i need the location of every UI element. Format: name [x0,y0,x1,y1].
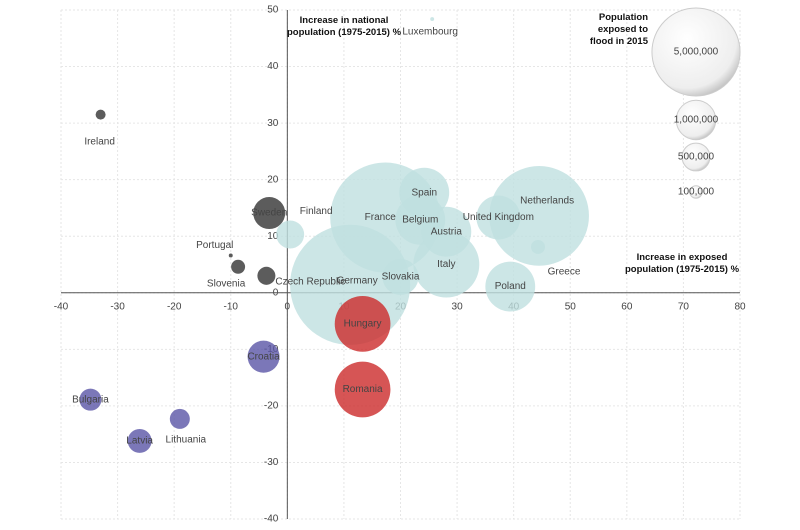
bubble [485,261,536,312]
bubble-label: Latvia [126,436,153,447]
y-tick-label: 30 [267,118,279,129]
legend-label: 500,000 [678,152,715,163]
bubble [127,428,152,453]
bubble [247,340,280,373]
bubble-label: Croatia [247,351,280,362]
y-tick-label: 20 [267,174,279,185]
bubble [334,296,391,352]
bubble [228,253,233,258]
bubble-label: France [365,212,397,223]
bubble-label: Czech Republic [275,276,345,287]
bubble [257,266,276,285]
bubble-label: Lithuania [166,435,207,446]
bubble-label: Luxembourg [402,27,458,38]
y-tick-label: -40 [264,514,279,525]
bubble [399,167,450,218]
legend-bubble [675,99,717,141]
bubble-label: Italy [437,259,455,270]
bubble-label: Bulgaria [72,394,109,405]
legend-label: 100,000 [678,187,715,198]
bubble-label: Poland [495,281,526,292]
bubble [169,408,190,429]
bubble-label: Netherlands [520,196,574,207]
y-tick-label: 50 [267,5,279,16]
bubble-label: Spain [411,187,437,198]
bubble-label: Hungary [344,319,382,330]
x-tick-label: 30 [452,301,464,312]
x-tick-label: -40 [54,301,69,312]
bubble [382,258,419,295]
bubble [421,206,472,257]
bubble [231,259,246,274]
bubble [276,220,305,249]
bubble-label: Slovakia [382,272,420,283]
x-tick-label: 50 [565,301,577,312]
bubble-label: Belgium [402,214,438,225]
bubble [79,388,102,411]
legend-title: Population exposed to flood in 2015 [589,12,648,47]
bubble-label: Portugal [196,240,233,251]
y-tick-label: 40 [267,61,279,72]
legend-bubble [681,142,711,172]
bubble [430,17,435,22]
bubble-label: Ireland [84,136,115,147]
bubble-label: Romania [343,384,383,395]
x-tick-label: -30 [110,301,125,312]
y-tick-label: 10 [267,231,279,242]
bubble-label: Greece [548,267,581,278]
x-tick-label: -20 [167,301,182,312]
legend-bubble [651,7,741,97]
bubble-label: Germany [337,276,378,287]
bubble-label: Slovenia [207,278,246,289]
x-tick-label: -10 [224,301,239,312]
y-axis-label: Increase in national population (1975-20… [286,15,402,38]
bubble [334,361,391,418]
bubble [95,109,106,120]
bubble [476,195,521,240]
x-axis-label: Increase in exposed population (1975-201… [624,252,740,275]
bubble-label: United Kingdom [463,212,534,223]
x-tick-label: 70 [678,301,690,312]
bubble-label: Sweden [251,208,287,219]
legend-label: 5,000,000 [674,47,719,58]
bubble-label: Austria [431,226,463,237]
x-tick-label: 80 [734,301,746,312]
legend-bubble [689,185,703,199]
bubble [489,166,589,266]
bubble-label: Finland [300,206,333,217]
y-tick-label: -30 [264,457,279,468]
x-tick-label: 60 [621,301,633,312]
y-tick-label: -20 [264,401,279,412]
legend-label: 1,000,000 [674,115,719,126]
bubble [253,197,286,230]
bubble [531,239,545,254]
